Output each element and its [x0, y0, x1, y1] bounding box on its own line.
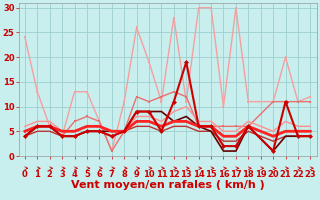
- X-axis label: Vent moyen/en rafales ( km/h ): Vent moyen/en rafales ( km/h ): [71, 180, 265, 190]
